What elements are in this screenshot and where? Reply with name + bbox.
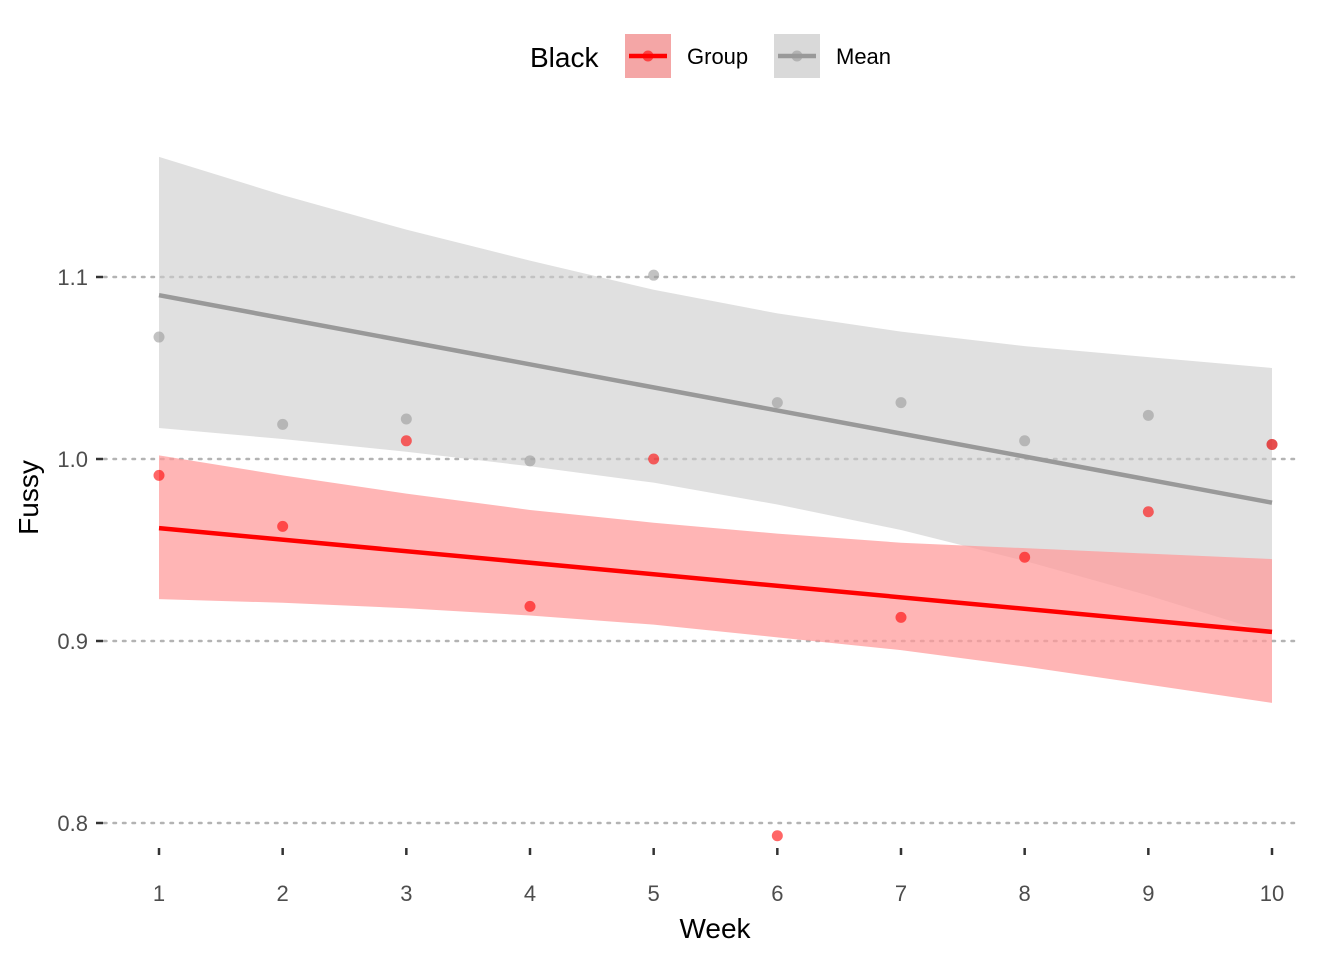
- fit-lines: [158, 292, 1273, 635]
- point-group: [277, 520, 289, 532]
- legend-key-point: [642, 50, 654, 62]
- y-tick-label: 0.8: [57, 811, 88, 836]
- point-mean: [400, 413, 412, 425]
- band-mean: [159, 156, 1272, 634]
- point-mean: [648, 269, 660, 281]
- data-points: [153, 269, 1278, 842]
- point-mean: [277, 418, 289, 430]
- point-group: [1142, 506, 1154, 518]
- x-tick-label: 4: [524, 881, 536, 906]
- axes: 0.8 0.9 1.0 1.1 1 2 3 4 5 6 7 8 9 10: [57, 265, 1284, 906]
- x-tick-label: 9: [1142, 881, 1154, 906]
- legend-key-point: [791, 50, 803, 62]
- point-mean: [524, 455, 536, 467]
- point-group: [400, 435, 412, 447]
- y-tick-label: 0.9: [57, 629, 88, 654]
- legend-title: Black: [530, 42, 599, 73]
- point-mean: [771, 397, 783, 409]
- legend: Black Group Mean: [530, 34, 891, 78]
- y-tick-label: 1.1: [57, 265, 88, 290]
- point-group: [524, 600, 536, 612]
- fit-line-group: [158, 525, 1273, 635]
- x-tick-label: 10: [1260, 881, 1284, 906]
- point-mean: [1019, 435, 1031, 447]
- point-group: [153, 469, 165, 481]
- x-tick-label: 8: [1019, 881, 1031, 906]
- legend-label-mean: Mean: [836, 44, 891, 69]
- point-mean: [1142, 409, 1154, 421]
- x-tick-label: 5: [648, 881, 660, 906]
- point-group: [895, 611, 907, 623]
- point-group: [1266, 438, 1278, 450]
- point-mean: [153, 331, 165, 343]
- y-axis-title: Fussy: [13, 460, 44, 535]
- x-tick-label: 1: [153, 881, 165, 906]
- point-group: [771, 830, 783, 842]
- legend-label-group: Group: [687, 44, 748, 69]
- x-tick-label: 7: [895, 881, 907, 906]
- x-tick-label: 2: [277, 881, 289, 906]
- x-tick-label: 3: [400, 881, 412, 906]
- y-tick-label: 1.0: [57, 447, 88, 472]
- fit-line-mean: [158, 292, 1273, 505]
- x-tick-label: 6: [771, 881, 783, 906]
- confidence-bands: [159, 156, 1272, 703]
- x-axis-title: Week: [679, 913, 751, 944]
- point-mean: [895, 397, 907, 409]
- point-group: [1019, 551, 1031, 563]
- point-group: [648, 453, 660, 465]
